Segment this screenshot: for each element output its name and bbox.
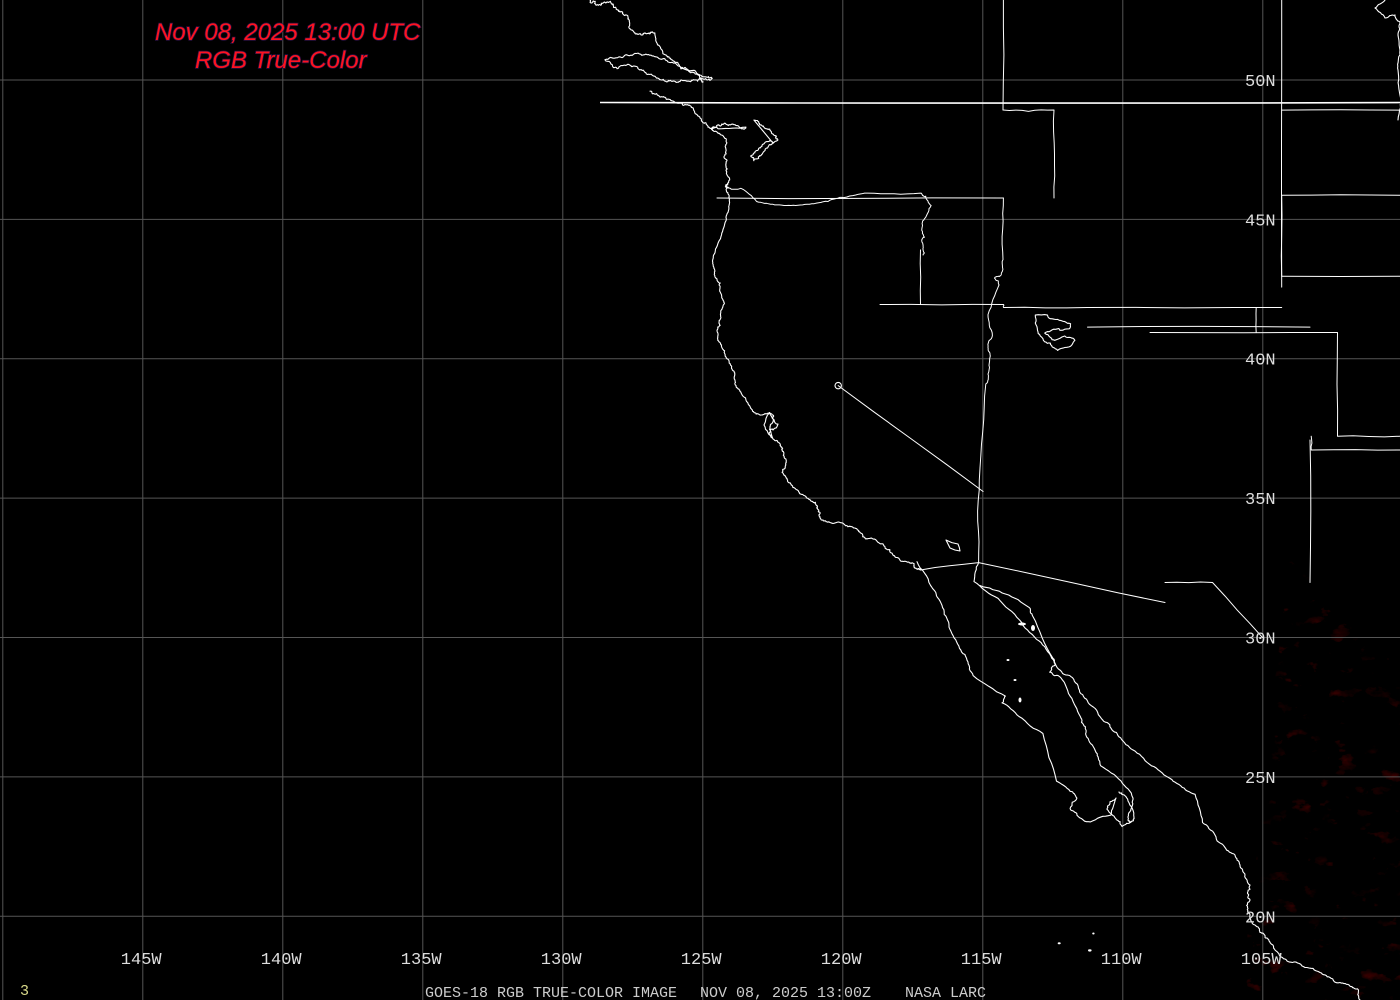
svg-text:40N: 40N <box>1245 352 1276 371</box>
svg-text:30N: 30N <box>1245 631 1276 650</box>
svg-text:145W: 145W <box>121 951 163 970</box>
svg-text:135W: 135W <box>401 951 443 970</box>
svg-text:GOES-18 RGB TRUE-COLOR IMAGE: GOES-18 RGB TRUE-COLOR IMAGE <box>425 985 677 1000</box>
svg-text:140W: 140W <box>261 951 303 970</box>
svg-text:105W: 105W <box>1241 951 1283 970</box>
svg-text:50N: 50N <box>1245 73 1276 92</box>
svg-text:3: 3 <box>20 983 29 1000</box>
svg-text:25N: 25N <box>1245 770 1276 789</box>
svg-text:35N: 35N <box>1245 491 1276 510</box>
svg-text:NOV 08, 2025 13:00Z: NOV 08, 2025 13:00Z <box>700 985 871 1000</box>
svg-text:125W: 125W <box>681 951 723 970</box>
svg-text:20N: 20N <box>1245 909 1276 928</box>
svg-text:110W: 110W <box>1101 951 1143 970</box>
svg-text:45N: 45N <box>1245 212 1276 231</box>
svg-text:130W: 130W <box>541 951 583 970</box>
svg-text:NASA LARC: NASA LARC <box>905 985 986 1000</box>
svg-text:Nov 08, 2025 13:00 UTC: Nov 08, 2025 13:00 UTC <box>155 19 421 46</box>
svg-text:RGB True-Color: RGB True-Color <box>195 47 368 74</box>
svg-text:120W: 120W <box>821 951 863 970</box>
svg-text:115W: 115W <box>961 951 1003 970</box>
